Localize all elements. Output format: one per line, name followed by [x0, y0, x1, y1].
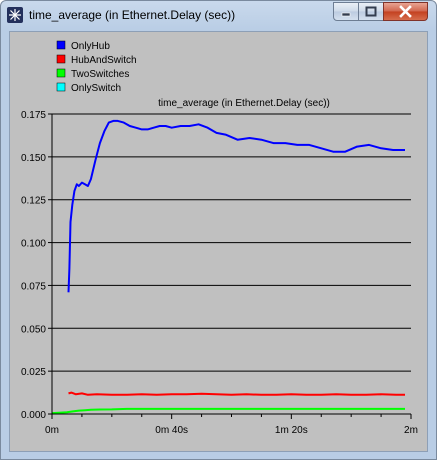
legend-swatch [56, 82, 66, 92]
plot-background [52, 114, 411, 414]
y-tick-label: 0.075 [21, 281, 46, 292]
gridlines [52, 113, 411, 372]
line-chart: OnlyHub HubAndSwitch TwoSwitches OnlySwitch… [21, 40, 418, 436]
series-lines [51, 119, 405, 415]
series-line-hubandswitch [68, 391, 405, 396]
legend-swatch [56, 68, 66, 78]
y-tick-label: 0.125 [21, 196, 46, 207]
chart-area: OnlyHub HubAndSwitch TwoSwitches OnlySwitch… [9, 31, 428, 452]
series-line-onlyhub [67, 119, 405, 293]
window-title: time_average (in Ethernet.Delay (sec)) [29, 8, 236, 22]
x-tick-label: 1m 20s [275, 425, 308, 436]
legend-label: TwoSwitches [71, 69, 129, 80]
title-bar[interactable]: time_average (in Ethernet.Delay (sec)) [1, 1, 436, 31]
y-tick-label: 0.000 [21, 410, 46, 421]
minimize-button[interactable] [333, 2, 359, 21]
legend: OnlyHub HubAndSwitch TwoSwitches OnlySwitch [56, 40, 137, 94]
y-tick-label: 0.100 [21, 239, 46, 250]
x-tick-label: 0m 40s [155, 425, 188, 436]
maximize-button[interactable] [358, 2, 384, 21]
y-tick-label: 0.150 [21, 153, 46, 164]
minimize-icon [341, 12, 351, 17]
y-tick-label: 0.050 [21, 324, 46, 335]
legend-label: OnlyHub [71, 41, 110, 52]
x-tick-label: 2m [404, 425, 418, 436]
legend-swatch [56, 54, 66, 64]
maximize-icon [365, 6, 377, 17]
y-tick-label: 0.175 [21, 110, 46, 121]
legend-swatch [56, 40, 66, 50]
close-icon [399, 5, 412, 18]
star-icon[interactable] [7, 7, 23, 23]
y-axis: 0.000 0.025 0.050 0.075 0.100 0.125 0.150 0.175 [21, 110, 52, 421]
chart-title: time_average (in Ethernet.Delay (sec)) [158, 98, 330, 109]
x-axis: 0m 0m 40s 1m 20s 2m [45, 414, 418, 436]
series-line-twoswitches [51, 407, 405, 415]
x-tick-label: 0m [45, 425, 59, 436]
legend-label: HubAndSwitch [71, 55, 137, 66]
close-button[interactable] [383, 2, 428, 21]
legend-label: OnlySwitch [71, 83, 121, 94]
y-tick-label: 0.025 [21, 367, 46, 378]
